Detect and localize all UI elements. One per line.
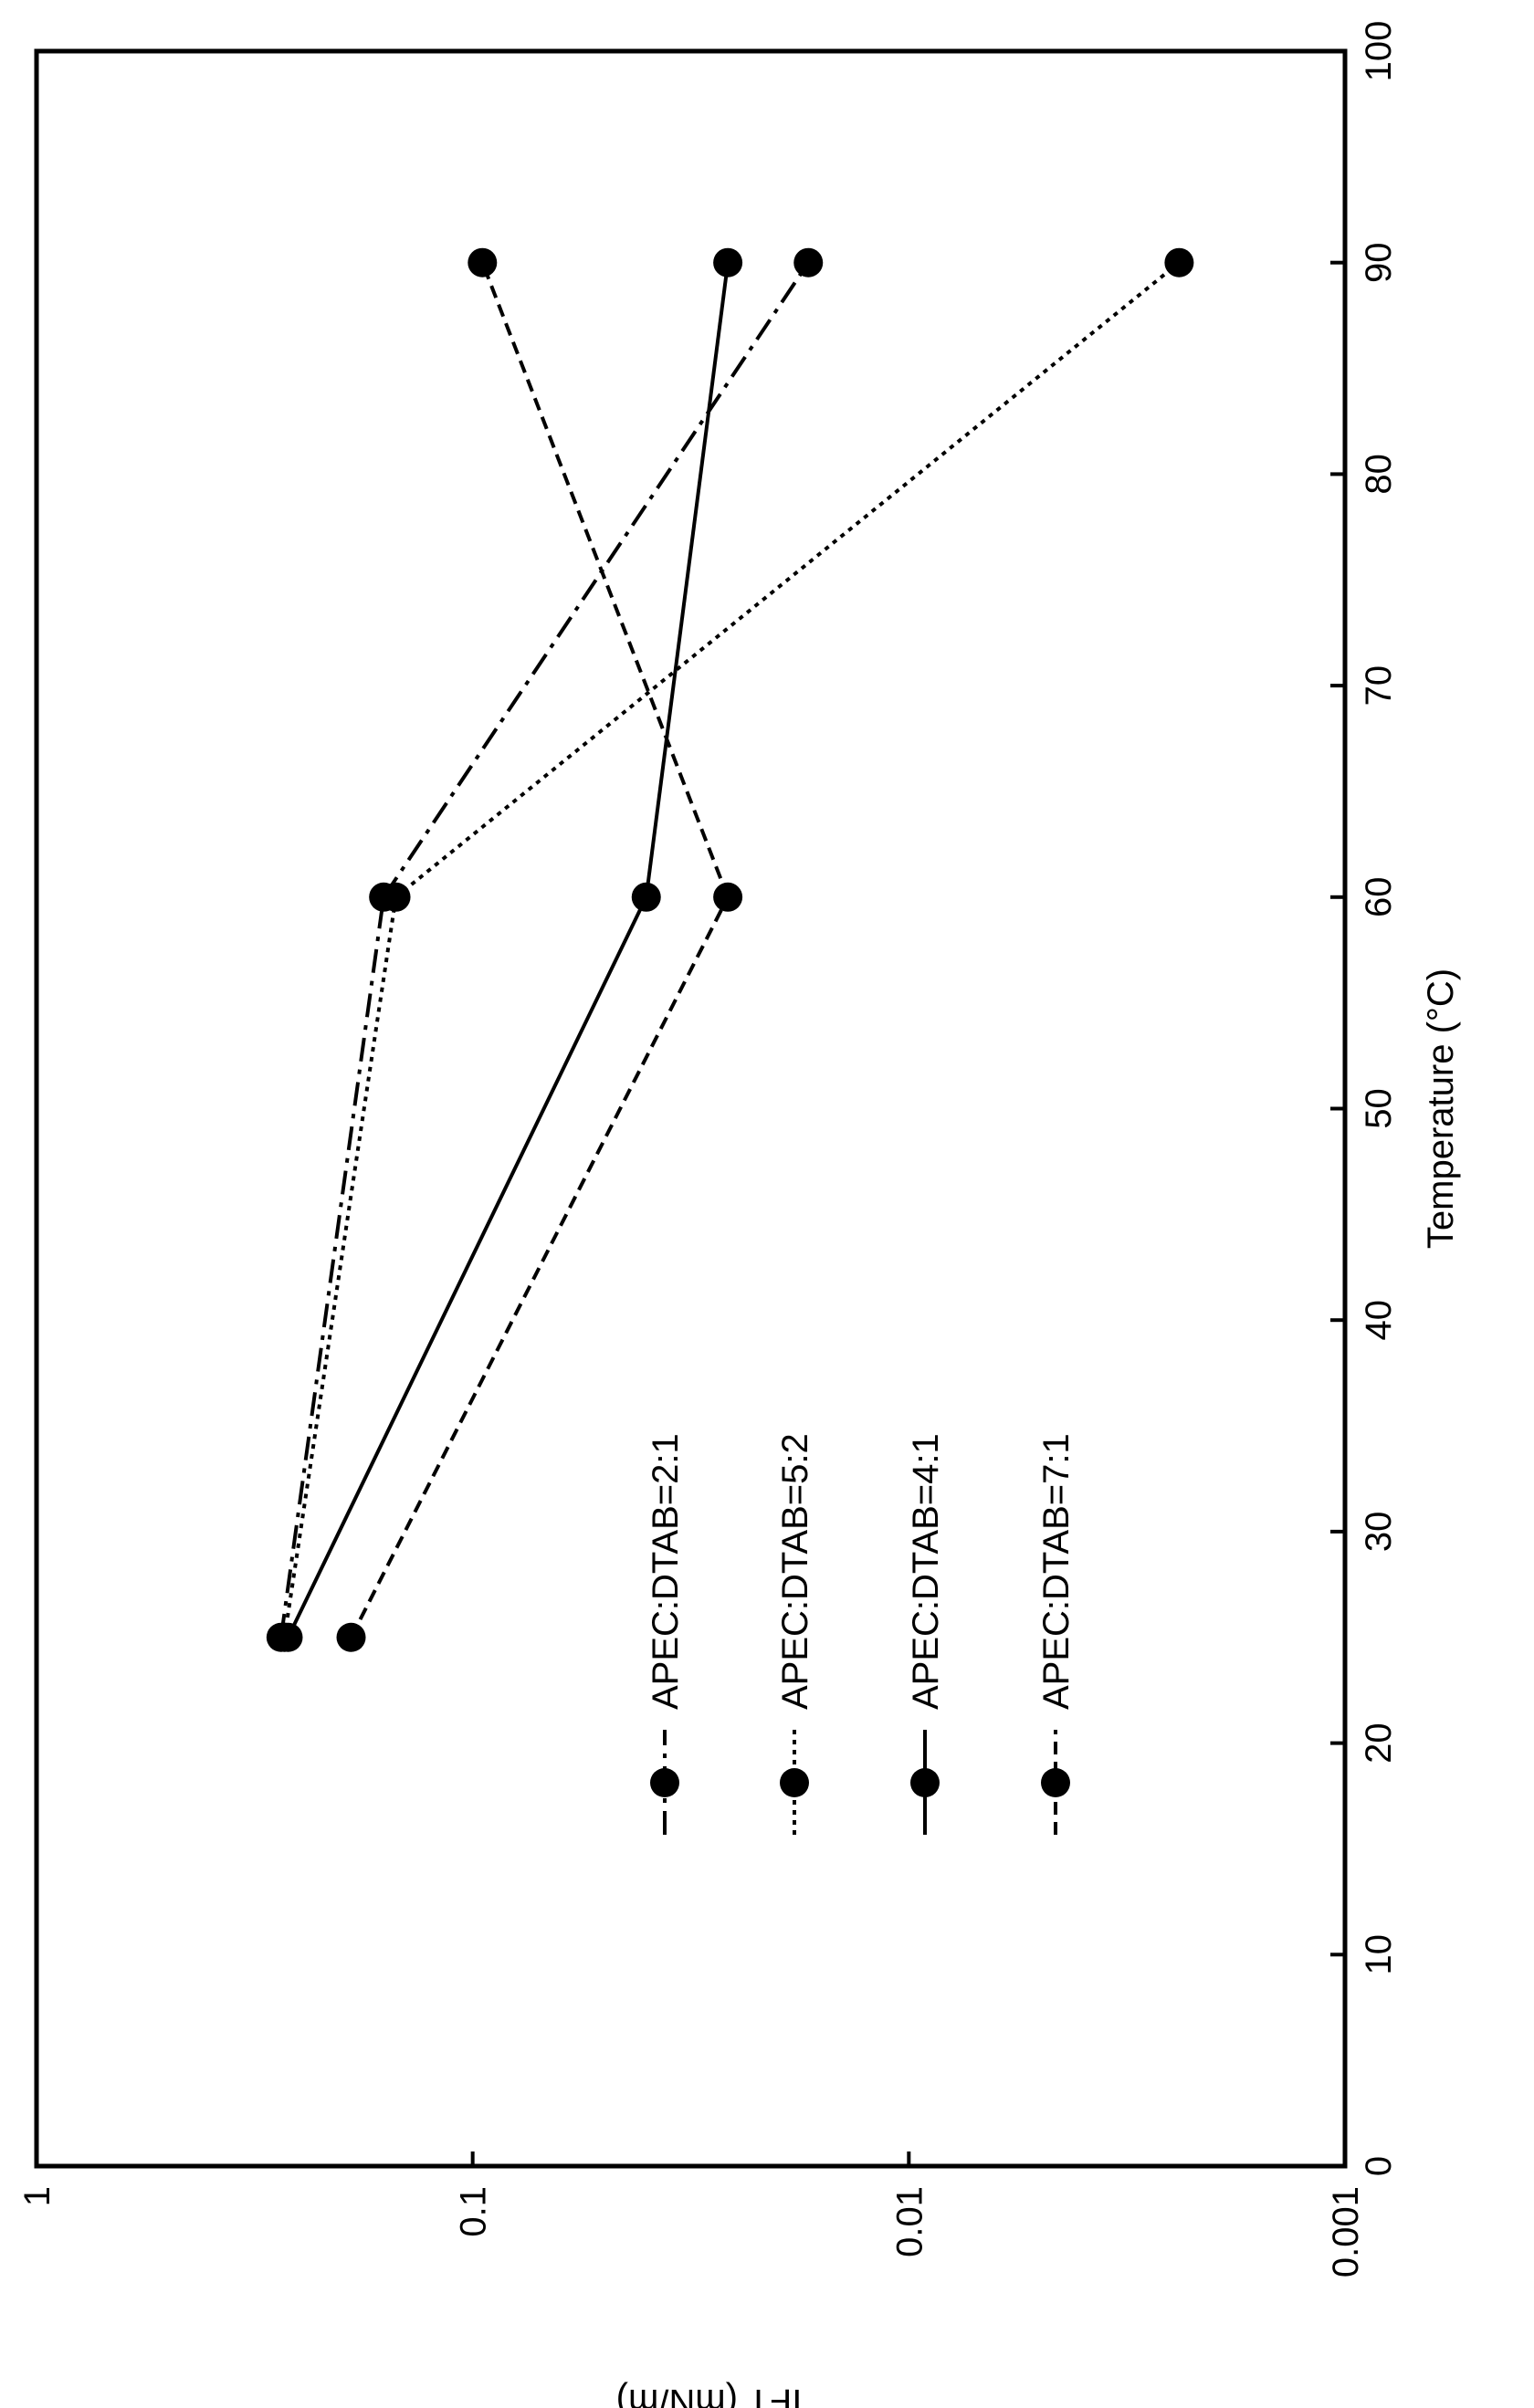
series-line-segment — [480, 261, 730, 898]
data-point — [336, 1622, 366, 1652]
plot-area: 0 10 20 30 40 50 60 70 80 90 100 0.001 0.01 0.1 1 APE… — [17, 21, 1399, 2277]
y-axis-label: IFT (mN/m) — [616, 2382, 803, 2408]
x-tick-label: 60 — [1359, 877, 1399, 918]
data-point — [1164, 247, 1194, 277]
data-point — [713, 247, 743, 277]
legend-marker — [910, 1768, 940, 1797]
y-axis: 0.001 0.01 0.1 1 — [17, 2151, 1366, 2277]
series-line-segment — [349, 895, 730, 1638]
legend-entry: APEC:DTAB=4:1 — [906, 1433, 946, 1835]
y-tick-label: 1 — [17, 2186, 58, 2206]
x-axis: 0 10 20 30 40 50 60 70 80 90 100 — [1330, 21, 1399, 2176]
series-4 — [336, 247, 743, 1652]
legend-marker — [650, 1768, 679, 1797]
series-line-segment — [278, 896, 386, 1638]
series-line-segment — [394, 261, 1181, 899]
x-axis-label: Temperature (°C) — [1421, 968, 1461, 1249]
x-tick-label: 50 — [1359, 1088, 1399, 1129]
legend-label: APEC:DTAB=5:2 — [775, 1433, 815, 1710]
legend: APEC:DTAB=2:1 APEC:DTAB=5:2 APEC:DTAB=4:1 A… — [646, 1433, 1077, 1835]
legend-entry: APEC:DTAB=2:1 — [646, 1433, 686, 1835]
x-tick-label: 40 — [1359, 1300, 1399, 1341]
series-line-segment — [282, 896, 398, 1638]
series-line-segment — [644, 262, 730, 898]
x-tick-label: 100 — [1359, 21, 1399, 82]
x-tick-label: 20 — [1359, 1722, 1399, 1764]
y-tick-label: 0.01 — [889, 2186, 930, 2257]
series-line-segment — [286, 895, 648, 1638]
data-point — [468, 247, 498, 277]
data-point — [793, 247, 824, 277]
x-tick-label: 80 — [1359, 454, 1399, 495]
series-1 — [266, 247, 824, 1652]
legend-label: APEC:DTAB=2:1 — [646, 1433, 686, 1710]
y-tick-label: 0.1 — [454, 2186, 494, 2237]
data-point — [381, 882, 411, 912]
series-3 — [273, 247, 743, 1652]
legend-label: APEC:DTAB=4:1 — [906, 1433, 946, 1710]
x-tick-label: 0 — [1359, 2156, 1399, 2176]
legend-marker — [780, 1768, 809, 1797]
data-point — [631, 882, 661, 912]
x-tick-label: 10 — [1359, 1934, 1399, 1975]
x-tick-label: 30 — [1359, 1512, 1399, 1553]
data-point — [713, 882, 743, 912]
legend-label: APEC:DTAB=7:1 — [1036, 1433, 1077, 1710]
series-layer — [266, 247, 1194, 1652]
legend-entry: APEC:DTAB=5:2 — [775, 1433, 815, 1835]
legend-entry: APEC:DTAB=7:1 — [1036, 1433, 1077, 1835]
x-tick-label: 90 — [1359, 242, 1399, 283]
plot-frame — [34, 48, 1348, 2169]
legend-marker — [1041, 1768, 1070, 1797]
y-tick-label: 0.001 — [1326, 2186, 1366, 2277]
series-line-segment — [382, 261, 810, 898]
data-point — [273, 1622, 303, 1652]
x-tick-label: 70 — [1359, 665, 1399, 707]
